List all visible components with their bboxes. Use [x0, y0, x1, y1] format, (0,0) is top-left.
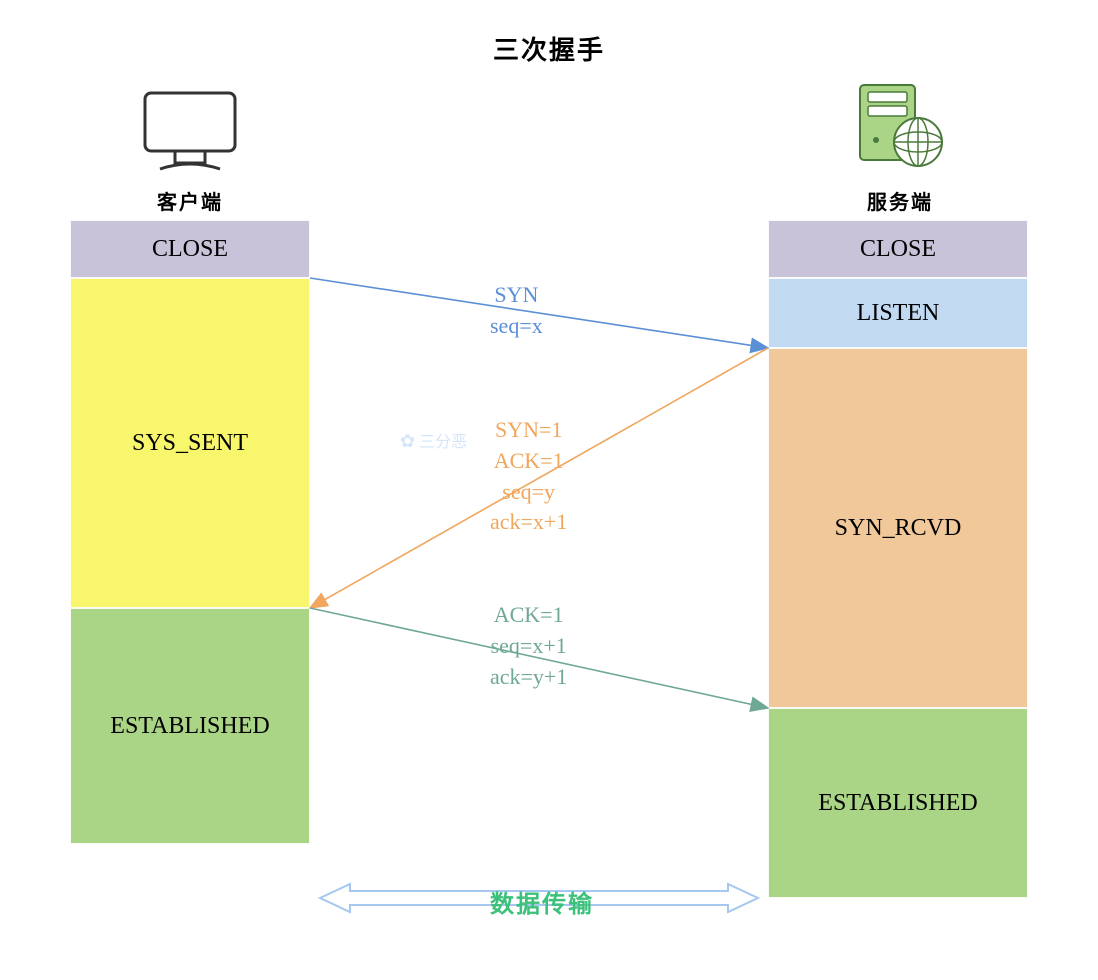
- message-label-1: SYN=1ACK=1seq=yack=x+1: [490, 415, 567, 538]
- state-sys_sent: SYS_SENT: [70, 278, 310, 608]
- state-close: CLOSE: [768, 220, 1028, 278]
- data-transfer-label: 数据传输: [490, 884, 594, 919]
- client-icon-box: 客户端: [120, 85, 260, 215]
- monitor-icon: [135, 85, 245, 175]
- state-listen: LISTEN: [768, 278, 1028, 348]
- message-label-0: SYNseq=x: [490, 280, 543, 342]
- message-label-2: ACK=1seq=x+1ack=y+1: [490, 600, 567, 692]
- diagram-title: 三次握手: [493, 30, 605, 67]
- state-established: ESTABLISHED: [768, 708, 1028, 898]
- state-close: CLOSE: [70, 220, 310, 278]
- server-icon-box: 服务端: [830, 80, 970, 215]
- client-label: 客户端: [120, 186, 260, 215]
- state-syn_rcvd: SYN_RCVD: [768, 348, 1028, 708]
- server-icon: [840, 80, 960, 175]
- watermark: ✿ 三分恶: [400, 428, 467, 452]
- server-label: 服务端: [830, 186, 970, 215]
- state-established: ESTABLISHED: [70, 608, 310, 844]
